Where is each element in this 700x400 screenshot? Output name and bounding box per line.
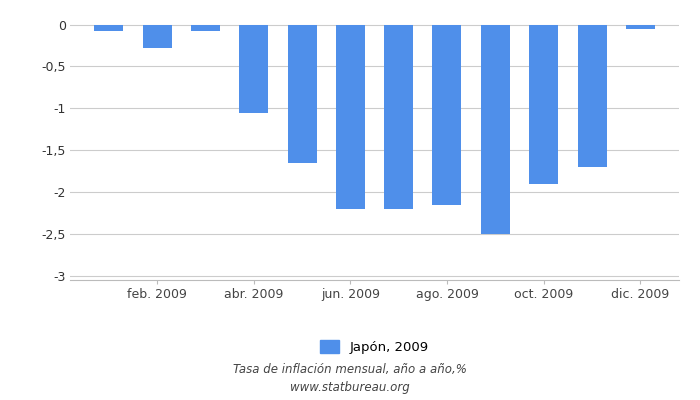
Bar: [288, 24, 316, 163]
Bar: [143, 24, 172, 48]
Legend: Japón, 2009: Japón, 2009: [321, 340, 428, 354]
Bar: [94, 24, 123, 31]
Bar: [529, 24, 558, 184]
Bar: [626, 24, 655, 29]
Bar: [191, 24, 220, 31]
Bar: [481, 24, 510, 234]
Text: Tasa de inflación mensual, año a año,%: Tasa de inflación mensual, año a año,%: [233, 364, 467, 376]
Bar: [384, 24, 413, 209]
Bar: [336, 24, 365, 209]
Text: www.statbureau.org: www.statbureau.org: [290, 382, 410, 394]
Bar: [239, 24, 268, 112]
Bar: [578, 24, 606, 167]
Bar: [433, 24, 461, 205]
